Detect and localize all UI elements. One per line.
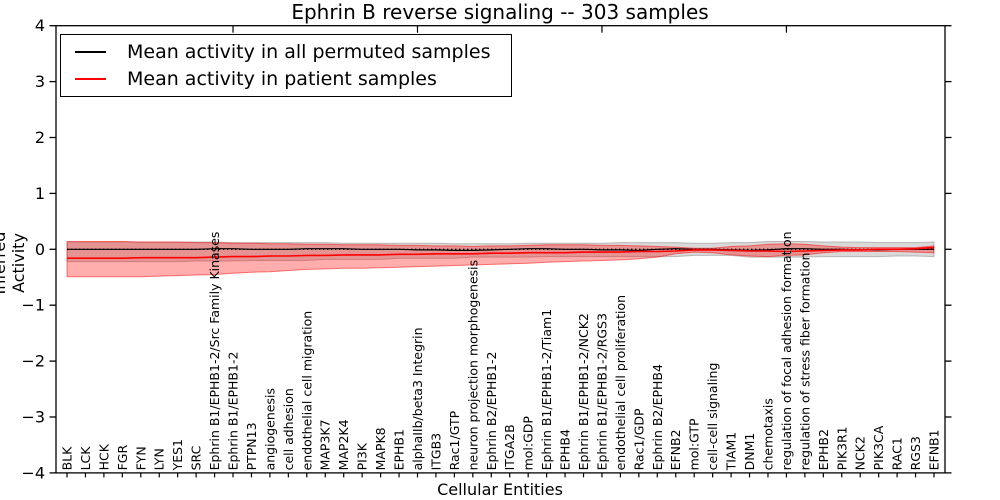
x-tick-label: endothelial cell proliferation [613, 295, 628, 470]
x-tick-label: LCK [78, 446, 93, 471]
x-tick-label: EFNB2 [668, 429, 683, 470]
x-tick-label: EPHB4 [558, 429, 573, 470]
x-tick-label: HCK [96, 443, 111, 470]
legend-label-patient: Mean activity in patient samples [127, 68, 437, 91]
x-tick-label: ITGA2B [502, 424, 517, 470]
x-tick-label: chemotaxis [760, 398, 775, 470]
x-tick-label: EPHB1 [392, 429, 407, 470]
x-tick-label: SRC [189, 445, 204, 470]
x-tick-label: PIK3R1 [834, 426, 849, 470]
y-tick-label: 1 [35, 184, 45, 203]
permuted-mean-line [67, 248, 934, 252]
x-tick-label: endothelial cell migration [299, 311, 314, 471]
x-tick-label: TIAM1 [724, 432, 739, 472]
x-tick-label: NCK2 [853, 436, 868, 470]
legend-line-sample-patient [75, 78, 106, 81]
x-tick-label: mol:GDP [521, 416, 536, 471]
legend: Mean activity in all permuted samples Me… [60, 34, 512, 97]
x-tick-label: cell-cell signaling [705, 363, 720, 471]
x-tick-label: Ephrin B1/EPHB1-2/RGS3 [594, 313, 609, 470]
x-tick-label: Ephrin B1/EPHB1-2/Tiam1 [539, 309, 554, 471]
x-tick-label: Rac1/GDP [631, 408, 646, 470]
x-tick-label: ITGB3 [428, 433, 443, 471]
x-tick-label: Rac1/GTP [447, 410, 462, 470]
legend-line-sample-permuted [75, 50, 106, 53]
x-tick-label: RGS3 [908, 436, 923, 470]
x-tick-label: FYN [133, 446, 148, 470]
x-tick-label: Ephrin B1/EPHB1-2/Src Family Kinases [207, 232, 222, 471]
x-tick-label: alphaIIb/beta3 Integrin [410, 327, 425, 470]
y-tick-label: −3 [21, 408, 45, 427]
x-tick-label: Ephrin B2/EPHB1-2 [484, 352, 499, 471]
y-tick-label: −2 [21, 352, 45, 371]
x-tick-label: PTPN13 [244, 422, 259, 470]
x-tick-label: EFNB1 [927, 429, 942, 470]
x-tick-label: Ephrin B1/EPHB1-2 [226, 352, 241, 471]
x-tick-label: MAPK8 [373, 427, 388, 470]
y-tick-label: 2 [35, 128, 45, 147]
legend-entry-permuted: Mean activity in all permuted samples [61, 38, 511, 65]
x-tick-label: BLK [60, 446, 75, 471]
x-tick-label: FGR [115, 445, 130, 471]
chart-title: Ephrin B reverse signaling -- 303 sample… [291, 0, 709, 24]
x-tick-label: regulation of focal adhesion formation [779, 231, 794, 470]
x-tick-label: neuron projection morphogenesis [465, 260, 480, 471]
x-tick-label: Ephrin B1/EPHB1-2/NCK2 [576, 313, 591, 470]
x-tick-label: DNM1 [742, 433, 757, 471]
patient-mean-line [67, 246, 935, 259]
x-tick-label: RAC1 [890, 437, 905, 470]
y-tick-label: −4 [21, 463, 45, 482]
x-tick-label: PI3K [355, 442, 370, 470]
legend-label-permuted: Mean activity in all permuted samples [127, 40, 491, 63]
x-tick-label: cell adhesion [281, 388, 296, 470]
legend-entry-patient: Mean activity in patient samples [61, 66, 511, 93]
x-tick-label: YES1 [170, 439, 185, 471]
y-tick-label: 3 [35, 72, 45, 91]
x-tick-label: EPHB2 [816, 429, 831, 470]
y-tick-label: 0 [35, 240, 45, 259]
y-tick-label: 4 [35, 16, 45, 35]
y-axis-label: Inferred Activity [0, 231, 28, 295]
y-tick-label: −1 [21, 296, 45, 315]
x-tick-label: mol:GTP [687, 418, 702, 470]
x-tick-label: MAP3K7 [318, 419, 333, 470]
x-tick-label: Ephrin B2/EPHB4 [650, 364, 665, 470]
x-tick-label: regulation of stress fiber formation [797, 253, 812, 471]
x-tick-label: angiogenesis [262, 388, 277, 470]
x-axis-label: Cellular Entities [437, 480, 563, 499]
x-tick-label: MAP2K4 [336, 419, 351, 470]
x-tick-label: LYN [152, 448, 167, 470]
x-tick-label: PIK3CA [871, 425, 886, 470]
